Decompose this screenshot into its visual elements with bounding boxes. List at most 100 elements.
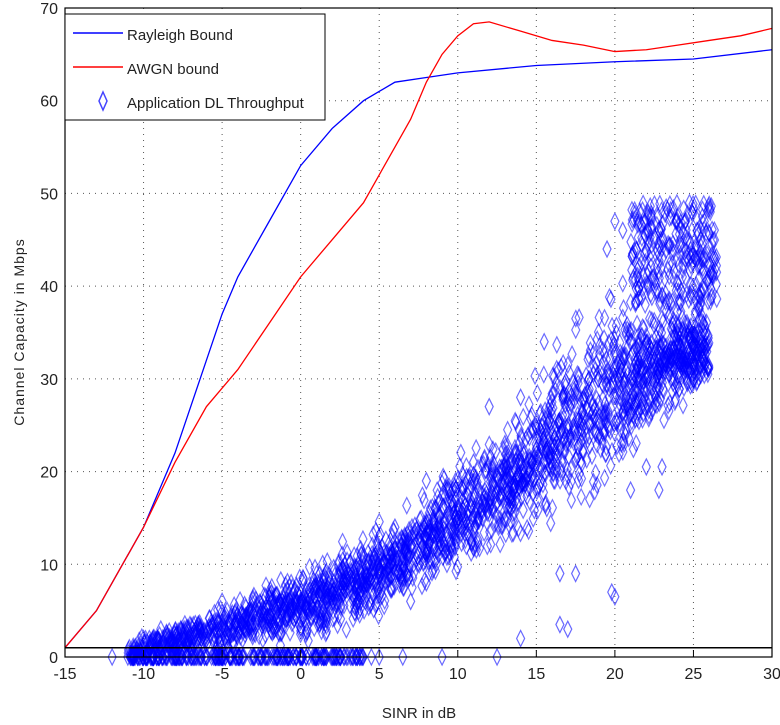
data-point (364, 568, 374, 587)
data-point (596, 360, 607, 379)
data-point (152, 629, 162, 648)
data-point (241, 619, 251, 639)
data-point (484, 435, 494, 454)
data-point (550, 442, 561, 462)
data-point (456, 533, 467, 553)
data-point (179, 619, 189, 639)
data-point (524, 395, 534, 414)
data-point (676, 302, 686, 321)
data-point (412, 546, 423, 566)
data-point (549, 367, 559, 386)
data-point (440, 514, 450, 534)
data-point (427, 563, 437, 582)
data-point (647, 219, 657, 239)
data-point (644, 409, 654, 428)
data-point (675, 293, 686, 313)
data-point (340, 562, 350, 582)
data-point (438, 467, 448, 486)
data-point (509, 481, 519, 500)
data-point (447, 535, 457, 555)
data-point (257, 612, 267, 632)
data-point (637, 389, 647, 409)
data-point (651, 339, 662, 359)
data-point (295, 610, 305, 630)
data-point (296, 647, 306, 667)
data-point (452, 557, 463, 577)
data-point (330, 583, 340, 603)
data-point (377, 569, 387, 589)
data-point (527, 419, 538, 439)
data-point (419, 514, 430, 533)
data-point (694, 309, 704, 329)
data-point (196, 647, 207, 667)
data-point (336, 598, 346, 618)
data-point (368, 585, 379, 605)
data-point (320, 647, 330, 667)
data-point (235, 590, 245, 610)
data-point (217, 592, 227, 611)
data-point (133, 647, 144, 667)
data-point (541, 440, 551, 460)
data-point (405, 592, 416, 611)
data-point (672, 210, 682, 229)
data-point (594, 337, 604, 356)
data-point (469, 500, 479, 519)
data-point (265, 605, 275, 625)
data-point (348, 647, 359, 667)
data-point (415, 552, 425, 572)
data-point (369, 573, 380, 592)
data-point (176, 621, 187, 641)
data-point (558, 353, 568, 373)
data-point (523, 521, 534, 541)
data-point (677, 333, 687, 353)
data-point (487, 459, 497, 479)
data-point (707, 286, 717, 306)
data-point (696, 230, 706, 249)
data-point (646, 207, 657, 227)
data-point (633, 327, 643, 347)
data-point (614, 387, 625, 407)
data-point (688, 194, 698, 214)
data-point (363, 543, 373, 563)
data-point (627, 244, 638, 264)
legend-label-awgn: AWGN bound (127, 61, 219, 78)
scatter-series (107, 193, 722, 667)
data-point (573, 437, 583, 457)
data-point (612, 365, 623, 385)
data-point (654, 244, 665, 264)
data-point (671, 224, 681, 244)
data-point (515, 479, 525, 498)
data-point (680, 211, 691, 230)
data-point (448, 480, 458, 499)
data-point (495, 478, 505, 497)
data-point (688, 370, 699, 389)
data-point (487, 473, 498, 493)
data-point (368, 547, 378, 566)
data-point (693, 286, 704, 306)
data-point (638, 194, 648, 213)
data-point (507, 524, 517, 544)
data-point (599, 468, 610, 488)
data-point (634, 370, 644, 390)
data-point (369, 600, 379, 619)
data-point (329, 558, 339, 578)
data-point (692, 338, 702, 357)
data-point (687, 347, 697, 366)
data-point (285, 596, 296, 616)
y-tick-label: 40 (40, 279, 58, 296)
data-point (574, 308, 584, 327)
data-point (695, 293, 706, 312)
data-point (545, 459, 555, 478)
data-point (484, 397, 494, 417)
data-point (209, 612, 220, 632)
data-point (463, 468, 473, 487)
data-point (553, 446, 563, 466)
data-point (544, 425, 554, 445)
data-point (471, 540, 482, 560)
data-point (390, 539, 400, 558)
data-point (531, 444, 542, 464)
data-point (301, 589, 311, 609)
data-point (661, 197, 671, 217)
data-point (672, 354, 682, 374)
data-point (535, 474, 545, 493)
